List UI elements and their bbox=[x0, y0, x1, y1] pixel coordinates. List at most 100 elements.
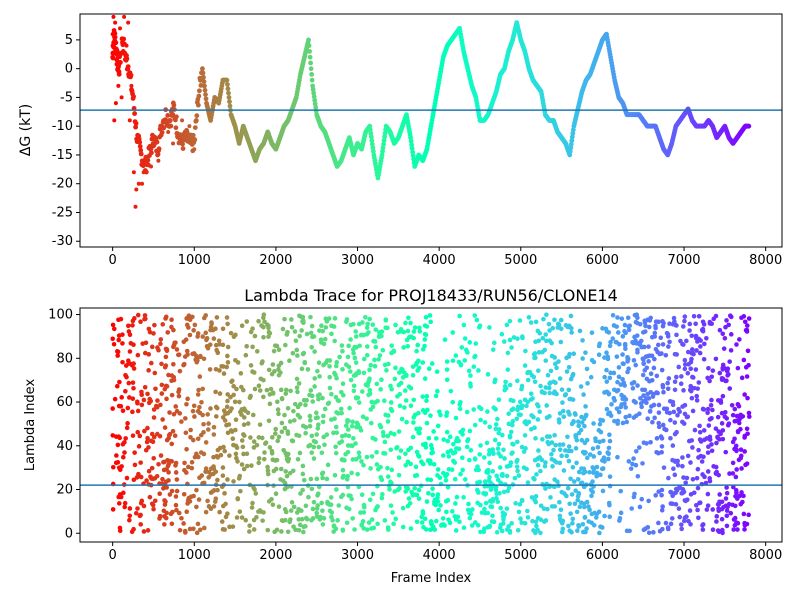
bottom-scatter-point bbox=[622, 343, 628, 348]
bottom-scatter-point bbox=[285, 429, 291, 434]
bottom-scatter-point bbox=[345, 473, 351, 479]
bottom-scatter-point bbox=[417, 325, 422, 331]
bottom-scatter-point bbox=[656, 410, 662, 415]
bottom-scatter-point bbox=[535, 402, 540, 407]
bottom-scatter-point bbox=[184, 322, 190, 328]
bottom-scatter-point bbox=[464, 444, 470, 450]
bottom-scatter-point bbox=[300, 318, 306, 323]
bottom-y-tick-label: 0 bbox=[65, 526, 73, 541]
bottom-scatter-point bbox=[396, 455, 402, 460]
top-trace-point bbox=[194, 113, 200, 119]
top-trace-point bbox=[113, 40, 119, 46]
bottom-scatter-point bbox=[152, 322, 157, 328]
bottom-scatter-point bbox=[678, 338, 683, 344]
bottom-scatter-point bbox=[534, 523, 539, 529]
bottom-scatter-point bbox=[220, 465, 226, 470]
bottom-scatter-point bbox=[648, 315, 653, 321]
bottom-scatter-point bbox=[413, 464, 419, 470]
top-trace-point bbox=[151, 142, 157, 148]
top-trace-point bbox=[567, 148, 573, 154]
bottom-scatter-point bbox=[724, 508, 730, 513]
bottom-scatter-point bbox=[522, 397, 528, 403]
bottom-scatter-point bbox=[689, 347, 695, 352]
bottom-scatter-point bbox=[143, 447, 149, 453]
bottom-scatter-point bbox=[414, 519, 420, 525]
bottom-scatter-point bbox=[507, 435, 513, 440]
bottom-scatter-point bbox=[732, 406, 738, 412]
bottom-scatter-point bbox=[496, 427, 502, 432]
bottom-scatter-point bbox=[297, 415, 303, 420]
bottom-scatter-point bbox=[666, 376, 672, 381]
bottom-scatter-point bbox=[574, 437, 580, 443]
bottom-scatter-point bbox=[172, 433, 178, 438]
bottom-scatter-point bbox=[450, 330, 456, 335]
bottom-scatter-point bbox=[115, 442, 121, 448]
bottom-scatter-point bbox=[445, 484, 451, 490]
top-trace-point bbox=[203, 92, 208, 97]
bottom-scatter-point bbox=[666, 475, 671, 481]
bottom-scatter-point bbox=[665, 525, 671, 530]
bottom-scatter-point bbox=[715, 502, 721, 507]
bottom-scatter-point bbox=[200, 334, 206, 339]
bottom-scatter-point bbox=[211, 488, 217, 493]
bottom-scatter-point bbox=[720, 436, 726, 442]
bottom-scatter-point bbox=[488, 487, 494, 492]
bottom-scatter-point bbox=[607, 514, 612, 520]
bottom-scatter-point bbox=[231, 442, 236, 448]
bottom-scatter-point bbox=[158, 337, 164, 342]
bottom-scatter-point bbox=[596, 343, 602, 349]
bottom-scatter-point bbox=[544, 415, 550, 421]
bottom-scatter-point bbox=[143, 340, 149, 346]
bottom-scatter-point bbox=[644, 396, 649, 401]
bottom-scatter-point bbox=[196, 497, 202, 502]
bottom-scatter-point bbox=[182, 528, 188, 534]
bottom-scatter-point bbox=[347, 405, 352, 411]
bottom-scatter-point bbox=[350, 419, 355, 425]
bottom-scatter-point bbox=[682, 362, 688, 367]
bottom-scatter-point bbox=[738, 426, 743, 432]
bottom-scatter-point bbox=[482, 420, 488, 425]
bottom-scatter-point bbox=[434, 518, 439, 524]
bottom-scatter-point bbox=[513, 501, 518, 506]
bottom-scatter-point bbox=[605, 356, 611, 362]
bottom-scatter-point bbox=[163, 314, 169, 320]
bottom-scatter-point bbox=[350, 443, 355, 449]
bottom-scatter-point bbox=[566, 458, 572, 464]
bottom-scatter-point bbox=[169, 441, 175, 447]
top-trace-point bbox=[308, 60, 313, 66]
bottom-scatter-point bbox=[234, 445, 240, 451]
bottom-scatter-point bbox=[287, 419, 293, 424]
bottom-scatter-point bbox=[604, 367, 609, 373]
bottom-scatter-point bbox=[541, 316, 546, 322]
top-trace-point bbox=[380, 145, 386, 151]
top-trace-point bbox=[128, 72, 134, 78]
bottom-scatter-point bbox=[745, 348, 751, 354]
bottom-scatter-point bbox=[525, 508, 530, 514]
top-trace-point bbox=[155, 151, 161, 157]
bottom-scatter-point bbox=[576, 524, 582, 529]
bottom-scatter-point bbox=[496, 397, 502, 403]
bottom-scatter-point bbox=[435, 423, 441, 429]
bottom-scatter-point bbox=[420, 394, 426, 399]
bottom-scatter-point bbox=[135, 506, 140, 511]
bottom-scatter-point bbox=[684, 414, 690, 420]
bottom-scatter-point bbox=[162, 502, 168, 507]
bottom-scatter-point bbox=[380, 491, 385, 497]
bottom-scatter-point bbox=[615, 315, 620, 320]
bottom-scatter-point bbox=[733, 488, 739, 493]
bottom-y-tick-label: 20 bbox=[56, 483, 73, 498]
bottom-scatter-point bbox=[623, 405, 628, 410]
bottom-scatter-point bbox=[551, 447, 556, 453]
bottom-scatter-point bbox=[233, 417, 239, 422]
top-trace-point bbox=[171, 102, 177, 108]
bottom-x-tick-label: 0 bbox=[109, 548, 117, 563]
bottom-scatter-point bbox=[327, 358, 333, 363]
bottom-scatter-point bbox=[610, 336, 616, 341]
bottom-scatter-point bbox=[112, 396, 118, 402]
bottom-scatter-point bbox=[396, 429, 402, 434]
bottom-scatter-point bbox=[487, 474, 492, 480]
bottom-scatter-point bbox=[280, 326, 286, 332]
bottom-scatter-point bbox=[735, 365, 741, 371]
bottom-scatter-point bbox=[462, 477, 468, 482]
bottom-scatter-point bbox=[293, 527, 298, 533]
